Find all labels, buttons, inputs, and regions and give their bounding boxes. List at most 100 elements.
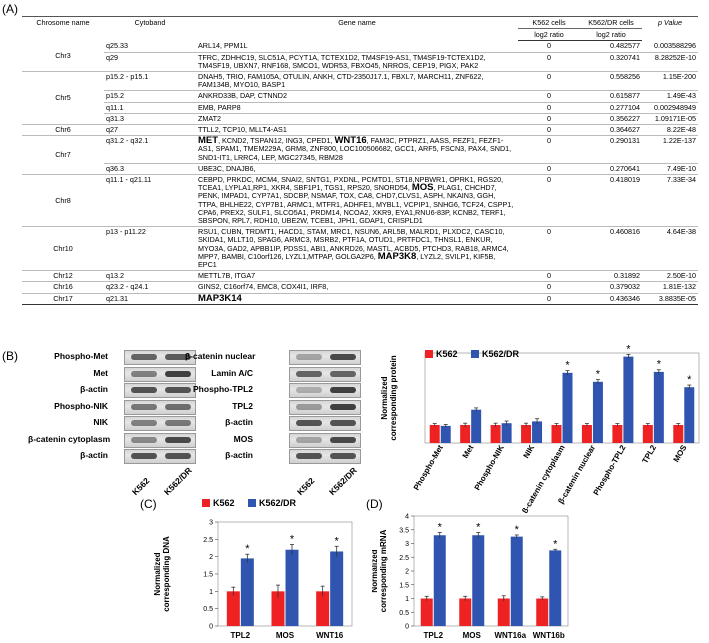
table-row: q36.3 UBE3C, DNAJB6, 0 0.270641 7.49E-10 bbox=[22, 163, 698, 176]
cell-genes: ARL14, PPM1L bbox=[196, 40, 518, 53]
significance-star: * bbox=[626, 343, 631, 355]
x-tick-label: MOS bbox=[463, 631, 482, 640]
blot-strip bbox=[289, 399, 361, 415]
panel-label-b: (B) bbox=[2, 349, 18, 363]
blot-label: Phospho-Met bbox=[54, 351, 108, 361]
gene-list: DNAH5, TRIO, FAM105A, OTULIN, ANKH, CTD-… bbox=[198, 72, 484, 90]
cell-k562dr-log2: 0.482577 bbox=[580, 40, 642, 53]
blot-band bbox=[330, 420, 356, 426]
bar-k562dr bbox=[471, 409, 482, 443]
blot-band bbox=[330, 387, 356, 393]
cell-k562dr-log2: 0.270641 bbox=[580, 163, 642, 176]
bar-k562dr bbox=[549, 550, 562, 626]
cell-cytoband: q27 bbox=[104, 124, 196, 137]
y-tick-label: 2.5 bbox=[203, 537, 213, 544]
cell-pvalue: 2.50E-10 bbox=[642, 270, 698, 283]
gene-list: , FAM3C, PTPRZ1, AASS, FEZF1, FEZF1-AS1,… bbox=[198, 136, 512, 162]
cell-genes: METTL7B, ITGA7 bbox=[196, 270, 518, 283]
table-row: p15.2 ANKRD33B, DAP, CTNND2 0 0.615877 1.49E… bbox=[22, 90, 698, 103]
x-tick-label: TPL2 bbox=[231, 631, 251, 640]
blot-band bbox=[165, 420, 191, 426]
blot-band bbox=[131, 387, 157, 393]
y-axis-title-line: corresponding protein bbox=[389, 355, 398, 440]
blot-label: Lamin A/C bbox=[211, 367, 253, 378]
cell-k562dr-log2: 0.558256 bbox=[580, 71, 642, 92]
bar-k562 bbox=[429, 425, 440, 443]
bar-k562dr bbox=[684, 387, 695, 443]
lane-label: K562 bbox=[130, 475, 152, 497]
highlighted-gene: MET bbox=[198, 135, 219, 147]
blot-label: β-actin bbox=[80, 450, 108, 460]
blot-band bbox=[330, 403, 356, 410]
cell-k562-log2: 0 bbox=[518, 270, 580, 283]
y-axis-title-line: Normalized bbox=[153, 552, 162, 595]
table-row: Chr5 p15.2 - p15.1 DNAH5, TRIO, FAM105A, O… bbox=[22, 71, 698, 126]
blot-strip bbox=[289, 449, 361, 464]
cell-k562dr-log2: 0.418019 bbox=[580, 174, 642, 228]
gene-list: TTLL2, TCP10, MLLT4-AS1 bbox=[198, 125, 287, 135]
x-tick-label: Phospho-NIK bbox=[473, 443, 506, 492]
cell-cytoband: q36.3 bbox=[104, 163, 196, 176]
panel-a: (A) Chrosome name Cytoband Gene name K56… bbox=[2, 2, 698, 305]
bar-k562 bbox=[271, 591, 285, 626]
blot-label: NIK bbox=[93, 417, 108, 427]
significance-star: * bbox=[438, 522, 443, 534]
x-tick-label: TPL2 bbox=[640, 443, 658, 465]
bar-k562dr bbox=[330, 551, 344, 626]
highlighted-gene: WNT16 bbox=[334, 135, 367, 147]
cell-pvalue: 1.09171E-05 bbox=[642, 113, 698, 126]
bar-k562 bbox=[490, 425, 501, 443]
cell-chromosome: Chr6 bbox=[22, 124, 104, 137]
header-k562dr: K562/DR cells bbox=[580, 15, 642, 30]
table-row: Chr10 p13 - p11.22 RSU1, CUBN, TRDMT1, HAC… bbox=[22, 226, 698, 272]
cell-genes: DNAH5, TRIO, FAM105A, OTULIN, ANKH, CTD-… bbox=[196, 71, 518, 92]
bar-k562dr bbox=[433, 535, 446, 626]
cell-genes: TTLL2, TCP10, MLLT4-AS1 bbox=[196, 124, 518, 137]
cell-genes: ANKRD33B, DAP, CTNND2 bbox=[196, 90, 518, 103]
cell-k562-log2: 0 bbox=[518, 102, 580, 114]
significance-star: * bbox=[565, 360, 570, 372]
chart-mrna: 0 0.5 1 1.5 2 2.5 3 3.5 4 Normalizedcorresponding… bbox=[372, 514, 569, 640]
cell-cytoband: q25.33 bbox=[104, 40, 196, 53]
bar-k562 bbox=[226, 591, 240, 626]
cell-k562dr-log2: 0.356227 bbox=[580, 113, 642, 126]
chart-dna: 0 0.5 1 1.5 2 2.5 3 Normalizedcorresponding DNA… bbox=[153, 498, 353, 640]
significance-star: * bbox=[476, 522, 481, 534]
western-blot-right: β-catenin nuclear Lamin A/C Phospho-TPL2 TP… bbox=[185, 346, 361, 497]
x-tick-label: Phospho-TPL2 bbox=[592, 443, 628, 497]
legend-label: K562/DR bbox=[259, 498, 297, 508]
cell-k562dr-log2: 0.290131 bbox=[580, 135, 642, 164]
gene-list: TFRC, ZDHHC19, SLC51A, PCYT1A, TCTEX1D2,… bbox=[198, 52, 486, 70]
cell-pvalue: 8.28252E-10 bbox=[642, 52, 698, 73]
blot-band bbox=[330, 436, 356, 443]
cell-chromosome: Chr7 bbox=[22, 135, 104, 176]
legend-label: K562 bbox=[436, 349, 458, 359]
panel-label-c: (C) bbox=[140, 497, 157, 511]
legend-swatch bbox=[248, 499, 256, 507]
cell-k562-log2: 0 bbox=[518, 71, 580, 92]
cell-cytoband: q31.3 bbox=[104, 113, 196, 126]
y-axis-title: Normalizedcorresponding protein bbox=[380, 355, 398, 440]
gene-list: ANKRD33B, DAP, CTNND2 bbox=[198, 91, 287, 101]
y-axis-title-line: corresponding DNA bbox=[162, 536, 171, 612]
bar-k562 bbox=[551, 425, 562, 443]
cell-cytoband: q11.1 bbox=[104, 102, 196, 114]
x-tick-label: TPL2 bbox=[423, 631, 443, 640]
blot-band bbox=[165, 403, 191, 410]
gene-list: GINS2, C16orf74, EMC8, COX4I1, IRF8, bbox=[198, 282, 329, 292]
header-log2-a: log2 ratio bbox=[518, 28, 580, 42]
bar-k562 bbox=[459, 598, 472, 626]
x-tick-label: WNT16 bbox=[316, 631, 344, 640]
blot-band bbox=[330, 453, 356, 459]
bar-k562dr bbox=[653, 371, 664, 443]
x-tick-label: WNT16a bbox=[494, 631, 526, 640]
cell-k562dr-log2: 0.436346 bbox=[580, 293, 642, 305]
cell-chromosome: Chr8 bbox=[22, 174, 104, 228]
blot-band bbox=[131, 354, 157, 360]
highlighted-gene: MAP3K8 bbox=[377, 250, 417, 262]
y-tick-label: 3 bbox=[405, 541, 409, 548]
y-tick-label: 3.5 bbox=[399, 527, 409, 534]
blot-strip bbox=[124, 399, 196, 415]
cell-genes: UBE3C, DNAJB6, bbox=[196, 163, 518, 176]
blot-band bbox=[131, 370, 157, 377]
